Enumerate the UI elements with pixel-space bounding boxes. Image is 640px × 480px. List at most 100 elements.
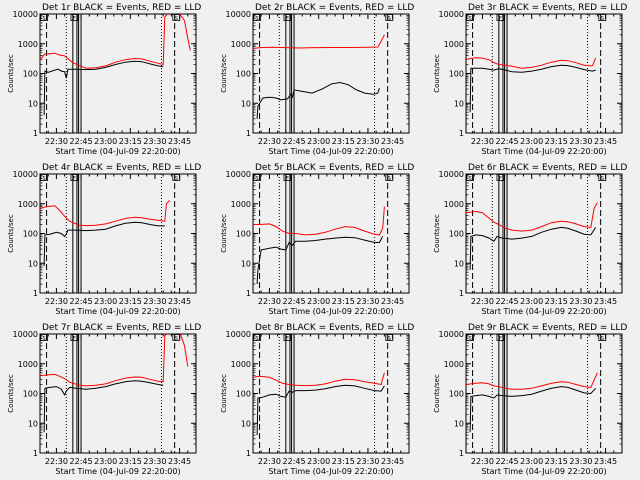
y-tick-label: 100 xyxy=(23,390,38,399)
x-axis-label: Start Time (04-Jul-09 22:20:00) xyxy=(268,147,393,156)
lld-series-line xyxy=(40,14,191,69)
x-tick-label: 23:30 xyxy=(569,457,592,466)
panel-3: Det 3r BLACK = Events, RED = LLD 1 10 100 10… xyxy=(433,3,627,156)
marker-box xyxy=(496,14,505,21)
events-series-line xyxy=(43,380,164,433)
x-tick-label: 23:00 xyxy=(520,457,543,466)
x-tick-label: 22:45 xyxy=(496,297,519,306)
y-tick-label: 10 xyxy=(28,259,38,268)
x-axis-label: Start Time (04-Jul-09 22:20:00) xyxy=(55,467,180,476)
x-tick-label: 23:30 xyxy=(356,457,379,466)
marker-box xyxy=(172,14,181,21)
marker-box xyxy=(70,14,79,21)
y-axis-label: Counts/sec xyxy=(220,374,228,413)
marker-box-label: S xyxy=(601,176,604,182)
marker-box-label: S xyxy=(256,336,259,342)
y-tick-label: 10 xyxy=(454,99,464,108)
x-tick-label: 23:45 xyxy=(594,297,617,306)
marker-box-label: F xyxy=(73,336,76,342)
x-tick-label: 23:45 xyxy=(168,137,191,146)
lld-series-line xyxy=(253,34,385,49)
y-axis-label: Counts/sec xyxy=(433,374,441,413)
x-tick-label: 23:00 xyxy=(307,297,330,306)
panel-title: Det 3r BLACK = Events, RED = LLD xyxy=(468,3,627,13)
lld-series-line xyxy=(40,200,171,227)
x-tick-label: 23:15 xyxy=(545,457,568,466)
x-tick-label: 22:30 xyxy=(471,137,494,146)
lld-series-line xyxy=(466,372,598,390)
y-tick-label: 10 xyxy=(454,419,464,428)
y-axis-label: Counts/sec xyxy=(7,54,15,93)
y-tick-label: 1000 xyxy=(18,360,38,369)
events-series-line xyxy=(256,81,380,119)
y-tick-label: 10000 xyxy=(439,170,464,179)
marker-box xyxy=(466,334,475,341)
marker-box xyxy=(253,174,262,181)
y-tick-label: 1000 xyxy=(18,40,38,49)
events-series-line xyxy=(43,60,164,116)
y-tick-label: 100 xyxy=(449,230,464,239)
marker-box xyxy=(40,334,49,341)
y-tick-label: 100 xyxy=(236,390,251,399)
x-tick-label: 23:45 xyxy=(168,297,191,306)
panel-8: Det 8r BLACK = Events, RED = LLD 1 10 100 10… xyxy=(220,323,414,476)
marker-box xyxy=(385,334,394,341)
marker-box-label: S xyxy=(469,336,472,342)
panel-title: Det 4r BLACK = Events, RED = LLD xyxy=(42,163,201,173)
y-tick-label: 10000 xyxy=(439,330,464,339)
y-tick-label: 10000 xyxy=(226,10,251,19)
marker-box-label: S xyxy=(256,16,259,22)
x-tick-label: 23:00 xyxy=(520,297,543,306)
y-tick-label: 10 xyxy=(241,99,251,108)
marker-box xyxy=(283,14,292,21)
marker-box-label: S xyxy=(601,16,604,22)
x-tick-label: 23:30 xyxy=(143,137,166,146)
y-tick-label: 10 xyxy=(241,259,251,268)
lld-series-line xyxy=(40,334,189,387)
panel-title: Det 6r BLACK = Events, RED = LLD xyxy=(468,163,627,173)
marker-box-label: F xyxy=(499,16,502,22)
marker-box xyxy=(40,174,49,181)
marker-box xyxy=(283,174,292,181)
x-axis-label: Start Time (04-Jul-09 22:20:00) xyxy=(481,467,606,476)
x-tick-label: 22:45 xyxy=(70,297,93,306)
y-tick-label: 10000 xyxy=(226,330,251,339)
marker-box xyxy=(598,14,607,21)
x-tick-label: 22:45 xyxy=(70,137,93,146)
x-tick-label: 22:45 xyxy=(283,457,306,466)
x-axis-label: Start Time (04-Jul-09 22:20:00) xyxy=(55,147,180,156)
y-tick-label: 10 xyxy=(454,259,464,268)
y-tick-label: 100 xyxy=(236,230,251,239)
marker-box xyxy=(253,334,262,341)
y-tick-label: 1 xyxy=(33,449,38,458)
y-axis-label: Counts/sec xyxy=(7,214,15,253)
y-tick-label: 1 xyxy=(246,449,251,458)
x-axis-label: Start Time (04-Jul-09 22:20:00) xyxy=(268,307,393,316)
x-tick-label: 22:30 xyxy=(258,137,281,146)
y-tick-label: 1000 xyxy=(231,200,251,209)
panel-title: Det 7r BLACK = Events, RED = LLD xyxy=(42,323,201,333)
x-tick-label: 23:00 xyxy=(307,457,330,466)
marker-box xyxy=(70,174,79,181)
y-axis-label: Counts/sec xyxy=(220,54,228,93)
events-series-line xyxy=(469,64,596,113)
x-tick-label: 23:15 xyxy=(332,297,355,306)
marker-box-label: F xyxy=(499,336,502,342)
x-tick-label: 22:30 xyxy=(258,297,281,306)
panel-title: Det 1r BLACK = Events, RED = LLD xyxy=(42,3,201,13)
y-tick-label: 1000 xyxy=(231,40,251,49)
marker-box xyxy=(385,14,394,21)
y-tick-label: 1000 xyxy=(18,200,38,209)
x-tick-label: 23:30 xyxy=(356,297,379,306)
x-tick-label: 23:30 xyxy=(569,297,592,306)
x-tick-label: 23:15 xyxy=(545,137,568,146)
x-tick-label: 22:45 xyxy=(496,137,519,146)
x-tick-label: 23:15 xyxy=(119,457,142,466)
marker-box xyxy=(40,14,49,21)
panel-5: Det 5r BLACK = Events, RED = LLD 1 10 100 10… xyxy=(220,163,414,316)
y-tick-label: 1 xyxy=(459,289,464,298)
x-tick-label: 23:15 xyxy=(332,137,355,146)
marker-box xyxy=(496,174,505,181)
x-tick-label: 23:45 xyxy=(381,297,404,306)
